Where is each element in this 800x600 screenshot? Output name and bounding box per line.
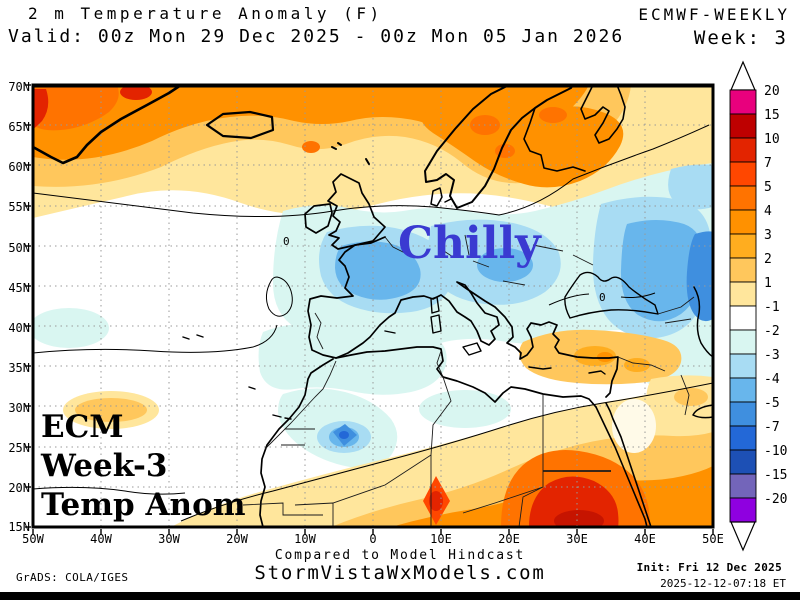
init-time: Init: Fri 12 Dec 2025	[636, 561, 782, 574]
lon-label: 0	[369, 532, 377, 546]
contour-lines	[33, 124, 713, 522]
grid-lines	[33, 85, 713, 527]
lat-label: 25N	[8, 441, 30, 455]
colorbar-swatch	[729, 137, 757, 163]
colorbar-up-arrow	[730, 60, 756, 91]
colorbar-label: -5	[764, 396, 780, 411]
lon-label: 20E	[498, 532, 520, 546]
colorbar-label: 7	[764, 156, 772, 171]
colorbar-label: 1	[764, 276, 772, 291]
colorbar-label: -7	[764, 420, 780, 435]
lon-label: 50W	[22, 532, 44, 546]
lon-label: 10W	[294, 532, 316, 546]
anomaly-map: 0 0 Chilly ECM Week-3 Temp Anom	[25, 83, 715, 535]
colorbar-label: -10	[764, 444, 787, 459]
colorbar-label: -1	[764, 300, 780, 315]
colorbar-swatch	[729, 233, 757, 259]
site-name: StormVistaWxModels.com	[254, 562, 546, 584]
colorbar-label: 20	[764, 84, 780, 99]
colorbar-label: 10	[764, 132, 780, 147]
colorbar-label: -20	[764, 492, 787, 507]
colorbar-swatch	[729, 401, 757, 427]
colorbar-label: 3	[764, 228, 772, 243]
colorbar-swatch	[729, 113, 757, 139]
overlay-line-ecm: ECM	[41, 409, 124, 445]
lat-label: 60N	[8, 160, 30, 174]
week-number: Week: 3	[693, 27, 788, 49]
lon-label: 50E	[702, 532, 724, 546]
page-title: 2 m Temperature Anomaly (F)	[28, 4, 383, 23]
lon-label: 30W	[158, 532, 180, 546]
colorbar-label: -2	[764, 324, 780, 339]
colorbar-label: -3	[764, 348, 780, 363]
valid-period: Valid: 00z Mon 29 Dec 2025 - 00z Mon 05 …	[8, 26, 625, 47]
colorbar-label: 4	[764, 204, 772, 219]
colorbar-swatch	[729, 329, 757, 355]
lat-label: 65N	[8, 120, 30, 134]
colorbar-swatch	[729, 185, 757, 211]
coastlines	[33, 85, 713, 527]
colorbar-swatch	[729, 473, 757, 499]
lat-label: 50N	[8, 241, 30, 255]
colorbar-swatch	[729, 89, 757, 115]
lat-label: 20N	[8, 481, 30, 495]
lat-label: 40N	[8, 321, 30, 335]
colorbar-swatch	[729, 257, 757, 283]
timestamp: 2025-12-12-07:18 ET	[660, 577, 786, 590]
lat-label: 30N	[8, 401, 30, 415]
colorbar: 20 15 10 7 5 4 3 2 1 -1 -2 -3 -4 -5 -7 -…	[722, 60, 800, 560]
lon-label: 20W	[226, 532, 248, 546]
colorbar-swatch	[729, 497, 757, 523]
lon-label: 10E	[430, 532, 452, 546]
colorbar-swatch	[729, 161, 757, 187]
colorbar-swatch	[729, 209, 757, 235]
colorbar-swatch	[729, 281, 757, 307]
colorbar-swatch	[729, 449, 757, 475]
colorbar-label: 2	[764, 252, 772, 267]
colorbar-swatch	[729, 353, 757, 379]
lat-label: 35N	[8, 361, 30, 375]
lon-label: 40E	[634, 532, 656, 546]
bottom-divider	[0, 592, 800, 600]
contour-zero-label: 0	[599, 291, 606, 304]
overlay-line-week: Week-3	[40, 448, 167, 484]
lon-label: 30E	[566, 532, 588, 546]
lat-label: 45N	[8, 281, 30, 295]
axis-ticks	[25, 84, 714, 535]
comparison-note: Compared to Model Hindcast	[274, 548, 526, 563]
colorbar-label: -15	[764, 468, 787, 483]
colorbar-label: 15	[764, 108, 780, 123]
colorbar-label: 5	[764, 180, 772, 195]
chilly-annotation: Chilly	[398, 218, 542, 269]
colorbar-swatch	[729, 305, 757, 331]
lon-label: 40W	[90, 532, 112, 546]
model-name: ECMWF-WEEKLY	[638, 5, 790, 24]
contour-zero-label: 0	[283, 235, 290, 248]
country-borders	[242, 234, 695, 527]
colorbar-swatch	[729, 377, 757, 403]
grads-credit: GrADS: COLA/IGES	[16, 571, 129, 584]
lat-label: 55N	[8, 200, 30, 214]
lat-label: 70N	[8, 80, 30, 94]
colorbar-swatch	[729, 425, 757, 451]
lat-label: 15N	[8, 520, 30, 534]
colorbar-label: -4	[764, 372, 780, 387]
colorbar-down-arrow	[730, 521, 756, 552]
overlay-line-tempanom: Temp Anom	[41, 487, 246, 523]
